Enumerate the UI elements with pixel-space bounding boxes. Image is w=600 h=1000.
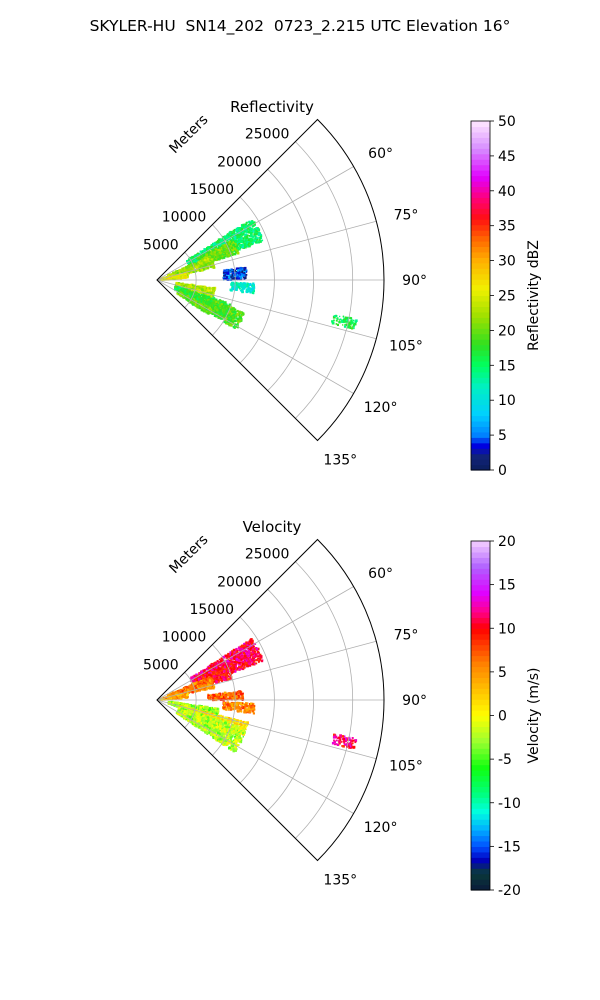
range-tick-label: 25000 (245, 547, 290, 563)
azimuth-gridline (156, 279, 377, 340)
colorbar-tick-label: 0 (498, 463, 507, 479)
echo-region-mark (189, 687, 192, 691)
angle-tick-label: 120° (364, 820, 398, 836)
range-tick-label: 10000 (162, 630, 207, 646)
echo-region-mark (342, 740, 346, 743)
azimuth-gridline (156, 699, 354, 814)
panel-title: Reflectivity (230, 98, 314, 116)
range-tick-label: 15000 (189, 182, 234, 198)
colorbar-tick-label: 40 (498, 184, 516, 200)
colorbar-tick-label: -5 (498, 752, 512, 768)
colorbar-tick-label: 30 (498, 254, 516, 270)
figure-title: SKYLER-HU SN14_202 0723_2.215 UTC Elevat… (89, 17, 511, 35)
colorbar-tick-label: 50 (498, 114, 516, 130)
azimuth-gridline (156, 586, 354, 701)
angle-tick-label: 75° (394, 627, 419, 643)
angle-tick-label: 90° (402, 273, 427, 289)
azimuth-gridline (156, 279, 354, 394)
colorbar-tick-label: 45 (498, 149, 516, 165)
echo-region-mark (237, 705, 241, 709)
range-tick-label: 20000 (217, 154, 262, 170)
angle-tick-label: 90° (402, 693, 427, 709)
colorbar-tick-label: -10 (498, 796, 521, 812)
colorbar-tick-label: 35 (498, 219, 516, 235)
angle-tick-label: 135° (323, 872, 357, 888)
colorbar-label: Reflectivity dBZ (526, 240, 542, 351)
azimuth-gridline (156, 220, 377, 281)
angle-tick-label: 60° (368, 146, 393, 162)
echo-field (159, 220, 358, 330)
range-tick-label: 25000 (245, 127, 290, 143)
echo-region-mark (241, 286, 245, 289)
colorbar-tick-label: 5 (498, 428, 507, 444)
range-tick-label: 5000 (143, 657, 179, 673)
echo-region-mark (342, 320, 346, 323)
colorbar-tick-label: 20 (498, 323, 516, 339)
echo-region-mark (222, 311, 226, 315)
echo-region-mark (200, 297, 204, 301)
echo-field (159, 638, 358, 753)
angle-tick-label: 105° (389, 339, 423, 355)
colorbar: 0 5 10 15 20 25 30 35 40 45 50 Reflectivity dBZ (470, 114, 542, 479)
echo-region-mark (208, 724, 212, 728)
colorbar-tick-label: 15 (498, 358, 516, 374)
colorbar-tick-label: 10 (498, 393, 516, 409)
range-axis-label: Meters (166, 112, 211, 157)
colorbar-label: Velocity (m/s) (526, 668, 542, 764)
angle-tick-label: 60° (368, 566, 393, 582)
angle-tick-label: 135° (323, 452, 357, 468)
sector-frame (156, 538, 385, 862)
angle-tick-label: 105° (389, 759, 423, 775)
colorbar-tick-label: 5 (498, 665, 507, 681)
range-tick-label: 20000 (217, 574, 262, 590)
range-tick-label: 10000 (162, 210, 207, 226)
azimuth-gridline (156, 699, 377, 760)
range-tick-label: 15000 (189, 602, 234, 618)
panel-title: Velocity (243, 518, 302, 536)
colorbar: -20 -15 -10 -5 0 5 10 15 20 Velocity (m/s) (470, 534, 542, 899)
colorbar-tick-label: 15 (498, 578, 516, 594)
echo-region-mark (189, 267, 192, 271)
angle-tick-label: 75° (394, 207, 419, 223)
sector-frame (156, 118, 385, 442)
range-axis-label: Meters (166, 532, 211, 577)
echo-region-mark (172, 275, 176, 279)
colorbar-tick-label: 20 (498, 534, 516, 550)
echo-region-mark (223, 694, 227, 698)
colorbar-tick-label: 25 (498, 289, 516, 305)
colorbar-tick-label: -20 (498, 883, 521, 899)
colorbar-tick-label: -15 (498, 839, 521, 855)
range-tick-label: 5000 (143, 237, 179, 253)
colorbar-tick-label: 10 (498, 621, 516, 637)
reflectivity-panel: Reflectivity 5000 10000 15000 20000 25000 Mete… (143, 98, 542, 479)
echo-region-mark (216, 252, 220, 256)
azimuth-gridline (156, 166, 354, 281)
colorbar-tick-label: 0 (498, 709, 507, 725)
echo-region-mark (172, 695, 176, 699)
angle-tick-label: 120° (364, 400, 398, 416)
velocity-panel: Velocity 5000 10000 15000 20000 25000 Meters 60… (143, 518, 542, 899)
azimuth-gridline (156, 640, 377, 701)
